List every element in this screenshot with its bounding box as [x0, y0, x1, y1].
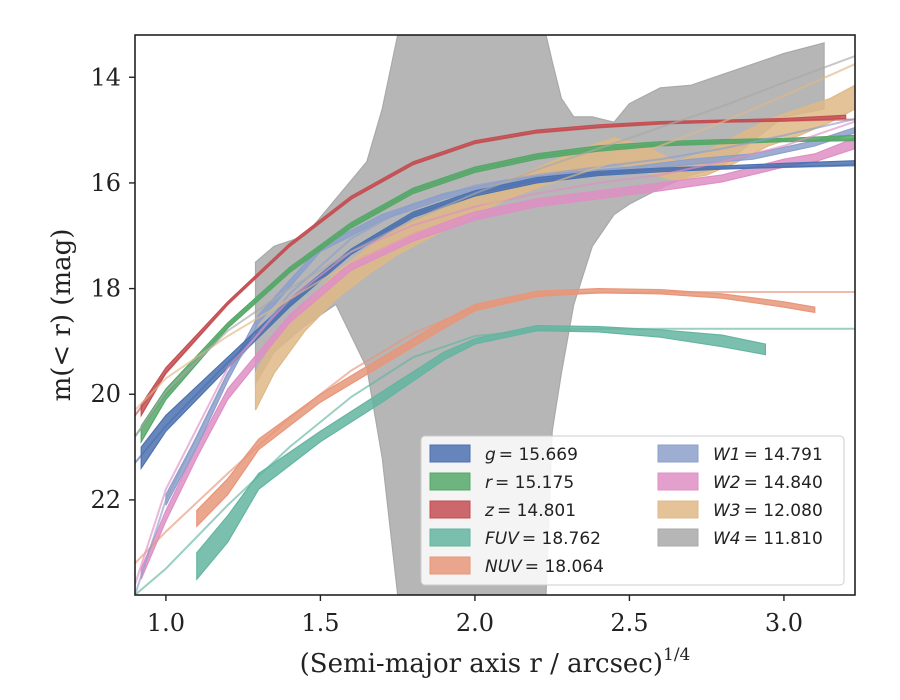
legend-label-nuv: NUV = 18.064 [485, 557, 604, 577]
x-tick-label: 3.0 [765, 609, 803, 637]
legend-box [420, 435, 845, 586]
legend-label-z: z = 14.801 [484, 501, 576, 521]
model-fit-lines [135, 55, 855, 595]
fit-line-r [135, 138, 855, 438]
x-tick-label: 2.0 [456, 609, 494, 637]
y-axis-label: m(< r) (mag) [47, 229, 77, 402]
legend-label-g: g = 15.669 [485, 445, 578, 465]
fit-line-w3 [135, 63, 855, 411]
band-nuv [196, 287, 816, 528]
fit-line-w4 [135, 55, 855, 438]
fit-line-nuv [135, 291, 855, 564]
x-axis: 1.0 1.5 2.0 2.5 3.0 [147, 595, 803, 637]
band-w2 [140, 137, 855, 580]
band-fuv [196, 324, 766, 581]
legend-label-fuv: FUV = 18.762 [485, 529, 601, 549]
y-tick-label: 22 [90, 486, 121, 514]
band-r [140, 134, 855, 445]
legend: g = 15.669 r = 15.175 z = 14.801 FUV = 18.762 NU… [420, 435, 845, 586]
fit-line-w2 [135, 120, 855, 585]
legend-swatch-w1 [657, 444, 699, 463]
x-tick-label: 1.5 [301, 609, 339, 637]
fit-line-fuv [135, 327, 855, 595]
plot-frame [134, 34, 856, 596]
x-axis-label: (Semi-major axis r / arcsec)1/4 [300, 645, 691, 679]
legend-swatch-g [429, 444, 471, 463]
legend-swatch-w3 [657, 500, 699, 519]
legend-swatch-nuv [429, 556, 471, 575]
y-tick-label: 14 [90, 63, 121, 91]
band-w1 [165, 126, 855, 506]
y-tick-label: 18 [90, 275, 121, 303]
legend-swatch-w2 [657, 472, 699, 491]
legend-swatch-r [429, 472, 471, 491]
legend-swatch-z [429, 500, 471, 519]
legend-swatch-fuv [429, 528, 471, 547]
x-tick-label: 2.5 [610, 609, 648, 637]
legend-label-w1: W1 = 14.791 [713, 445, 823, 465]
fit-line-w1 [135, 118, 855, 595]
legend-swatch-w4 [657, 528, 699, 547]
y-tick-label: 16 [90, 169, 121, 197]
x-tick-label: 1.0 [147, 609, 185, 637]
legend-label-w2: W2 = 14.840 [713, 473, 823, 493]
y-axis: 14 16 18 20 22 [90, 63, 135, 514]
legend-label-w4: W4 = 11.810 [713, 529, 823, 549]
legend-label-r: r = 15.175 [485, 473, 574, 493]
legend-label-w3: W3 = 12.080 [713, 501, 823, 521]
y-tick-label: 20 [90, 380, 121, 408]
